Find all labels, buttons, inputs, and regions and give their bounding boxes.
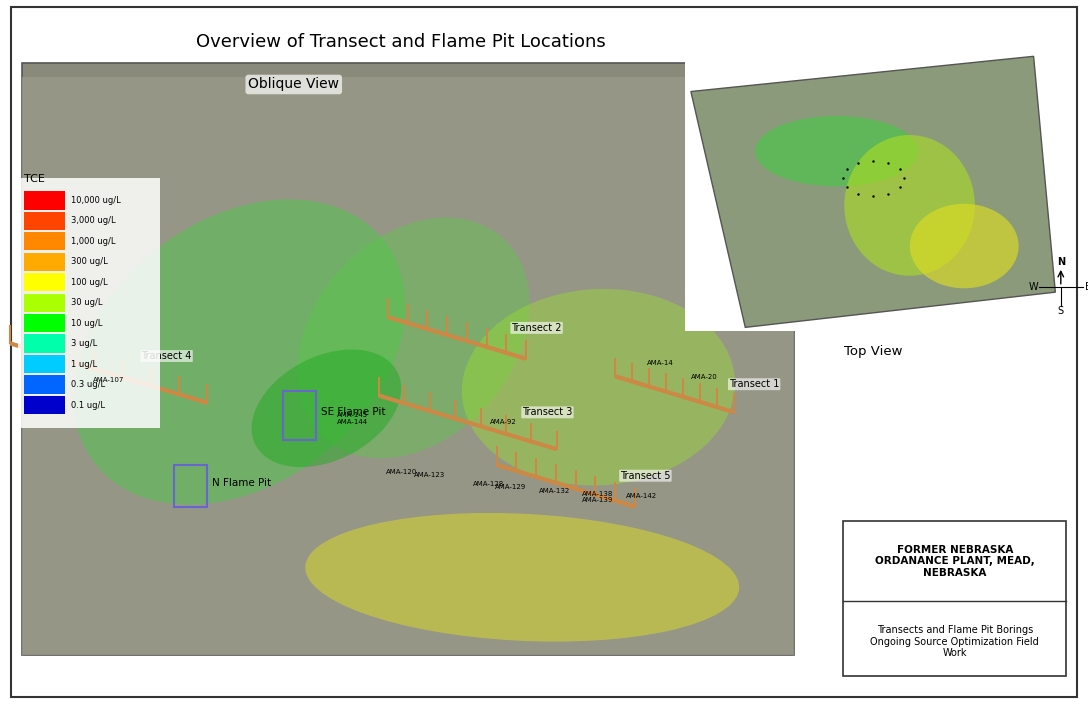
Text: AMA-145: AMA-145	[337, 413, 369, 418]
Bar	[18, 178, 160, 428]
Text: AMA-129: AMA-129	[495, 484, 527, 490]
Text: AMA-20: AMA-20	[691, 374, 718, 379]
Bar	[283, 391, 316, 440]
Bar	[174, 465, 207, 507]
Text: 10 ug/L: 10 ug/L	[71, 319, 102, 327]
Ellipse shape	[844, 135, 975, 276]
Text: 3 ug/L: 3 ug/L	[71, 339, 97, 348]
Text: 3,000 ug/L: 3,000 ug/L	[71, 216, 115, 225]
Bar	[24, 355, 65, 373]
Text: 300 ug/L: 300 ug/L	[71, 257, 108, 266]
Text: AMA-139: AMA-139	[582, 497, 614, 503]
Polygon shape	[691, 56, 1055, 327]
Polygon shape	[22, 63, 794, 655]
Ellipse shape	[297, 218, 530, 458]
Text: AMA-92: AMA-92	[490, 420, 517, 425]
Polygon shape	[22, 77, 794, 655]
Bar	[24, 396, 65, 415]
Bar	[24, 334, 65, 353]
Text: 30 ug/L: 30 ug/L	[71, 298, 102, 307]
Ellipse shape	[462, 289, 734, 486]
Bar	[24, 253, 65, 271]
Bar	[843, 521, 1066, 676]
Text: AMA-132: AMA-132	[539, 488, 570, 494]
Text: SE Flame Pit: SE Flame Pit	[321, 408, 385, 417]
Text: Top View: Top View	[844, 345, 902, 358]
Text: 1 ug/L: 1 ug/L	[71, 360, 97, 369]
Bar	[24, 375, 65, 394]
Text: 100 ug/L: 100 ug/L	[71, 278, 108, 287]
Text: AMA-144: AMA-144	[337, 420, 369, 425]
Text: AMA-128: AMA-128	[473, 482, 505, 487]
Text: 10,000 ug/L: 10,000 ug/L	[71, 196, 121, 205]
Bar	[24, 232, 65, 251]
Text: TCE plume greater than 5 ug/L (Historical DPT data only): TCE plume greater than 5 ug/L (Historica…	[196, 665, 643, 679]
Text: Oblique View: Oblique View	[248, 77, 339, 92]
Text: Overview of Transect and Flame Pit Locations: Overview of Transect and Flame Pit Locat…	[196, 33, 606, 51]
Ellipse shape	[251, 349, 401, 467]
Text: AMA-107: AMA-107	[92, 377, 124, 383]
Ellipse shape	[755, 116, 918, 187]
Text: N Flame Pit: N Flame Pit	[212, 478, 271, 488]
Text: Transect 4: Transect 4	[141, 351, 191, 361]
Bar	[24, 273, 65, 291]
Text: Transects and Flame Pit Borings
Ongoing Source Optimization Field
Work: Transects and Flame Pit Borings Ongoing …	[870, 625, 1039, 658]
Text: AMA-138: AMA-138	[582, 491, 614, 497]
Text: S: S	[1058, 306, 1064, 316]
Text: Transect 1: Transect 1	[729, 379, 779, 389]
Text: 1,000 ug/L: 1,000 ug/L	[71, 237, 115, 246]
Text: Transect 2: Transect 2	[511, 323, 561, 333]
Text: AMA-14: AMA-14	[647, 360, 675, 365]
Bar	[24, 212, 65, 230]
Text: W: W	[1029, 282, 1038, 291]
Text: E: E	[1085, 282, 1088, 291]
Text: 0.1 ug/L: 0.1 ug/L	[71, 401, 104, 410]
Ellipse shape	[74, 199, 405, 505]
Bar	[24, 314, 65, 332]
Ellipse shape	[910, 203, 1018, 288]
Bar	[24, 191, 65, 210]
Bar	[685, 53, 1061, 331]
Text: TCE: TCE	[24, 174, 45, 184]
Text: AMA-142: AMA-142	[626, 494, 657, 499]
Text: N: N	[1056, 257, 1065, 267]
Text: Transect 3: Transect 3	[522, 408, 572, 417]
Text: FORMER NEBRASKA
ORDANANCE PLANT, MEAD,
NEBRASKA: FORMER NEBRASKA ORDANANCE PLANT, MEAD, N…	[875, 545, 1035, 578]
Text: 0.3 ug/L: 0.3 ug/L	[71, 380, 104, 389]
Bar	[24, 294, 65, 312]
Text: AMA-120: AMA-120	[386, 469, 418, 474]
Text: Transect 5: Transect 5	[620, 471, 670, 481]
Text: AMA-123: AMA-123	[413, 472, 445, 478]
Ellipse shape	[306, 513, 739, 641]
